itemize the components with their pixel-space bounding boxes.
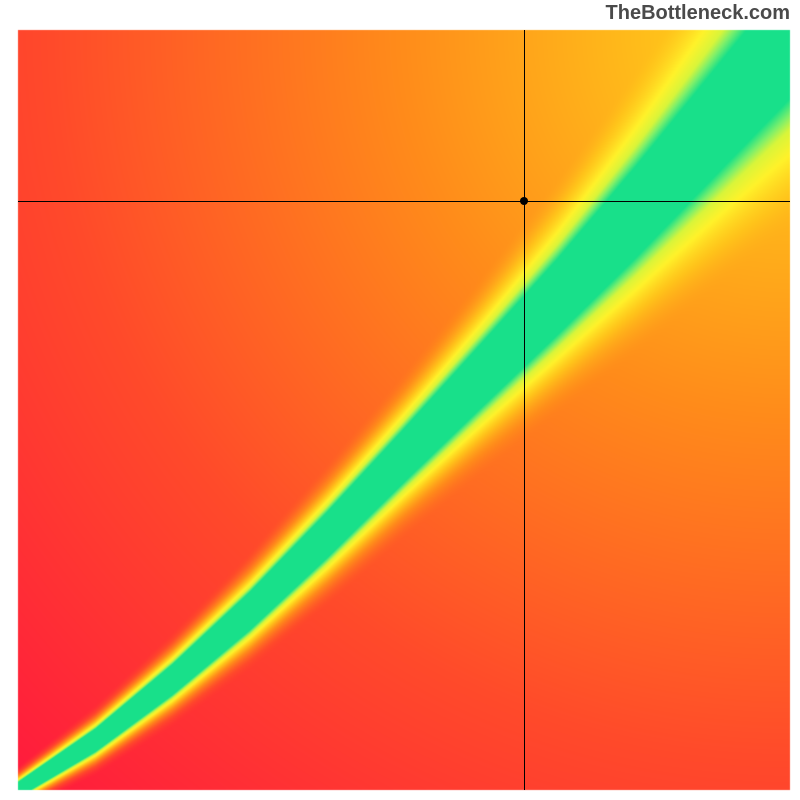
heatmap-canvas bbox=[0, 0, 800, 800]
heatmap-container: TheBottleneck.com bbox=[0, 0, 800, 800]
crosshair-dot bbox=[520, 197, 528, 205]
crosshair-horizontal bbox=[18, 201, 790, 202]
watermark-text: TheBottleneck.com bbox=[606, 2, 790, 25]
crosshair-vertical bbox=[524, 30, 525, 790]
